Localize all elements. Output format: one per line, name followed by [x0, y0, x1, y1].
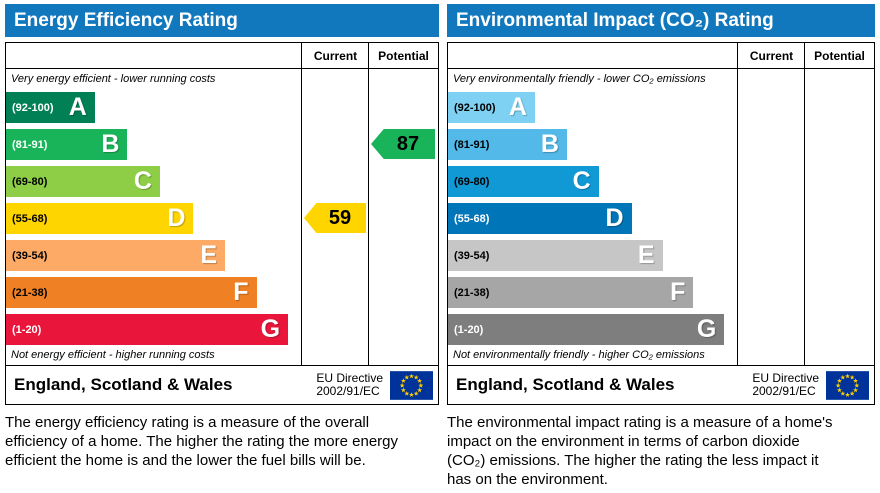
band-range: (81-91) — [12, 138, 48, 151]
region-label: England, Scotland & Wales — [456, 375, 675, 394]
potential-column-header: Potential — [814, 48, 865, 63]
band-bar-e: (39-54) E — [6, 240, 225, 271]
band-letter: B — [540, 130, 559, 158]
column-divider — [804, 43, 805, 365]
band-letter: D — [167, 204, 186, 232]
eu-flag-icon — [390, 370, 433, 400]
band-bar-d: (55-68) D — [6, 203, 194, 234]
band-bar-b: (81-91) B — [448, 129, 567, 160]
column-header-row: Current Potential — [448, 43, 874, 69]
top-note: Very environmentally friendly - lower CO… — [453, 73, 706, 85]
potential-rating-value: 87 — [396, 132, 420, 155]
energy-panel-title: Energy Efficiency Rating — [5, 4, 439, 37]
eu-directive-line2: 2002/91/EC — [316, 384, 380, 398]
eu-directive-line2: 2002/91/EC — [752, 384, 816, 398]
current-rating-arrow: 59 — [304, 203, 366, 233]
eu-flag-icon — [826, 370, 869, 400]
eu-directive-line1: EU Directive — [316, 371, 383, 385]
band-row-b: (81-91) B — [448, 126, 734, 163]
band-row-f: (21-38) F — [448, 274, 734, 311]
band-row-g: (1-20) G — [6, 311, 298, 348]
band-range: (69-80) — [12, 175, 48, 188]
band-range: (21-38) — [454, 286, 490, 299]
band-letter: E — [637, 241, 655, 269]
bottom-note: Not energy efficient - higher running co… — [11, 349, 215, 361]
band-row-e: (39-54) E — [448, 237, 734, 274]
region-label: England, Scotland & Wales — [14, 375, 233, 394]
band-row-d: (55-68) D — [6, 200, 298, 237]
band-letter: F — [233, 278, 249, 306]
chart-footer: England, Scotland & Wales EU Directive 2… — [5, 365, 439, 405]
current-column-header: Current — [749, 48, 794, 63]
band-bar-g: (1-20) G — [6, 314, 289, 345]
band-range: (21-38) — [12, 286, 48, 299]
band-letter: F — [670, 278, 686, 306]
band-letter: D — [605, 204, 624, 232]
band-bar-d: (55-68) D — [448, 203, 632, 234]
environmental-rating-description: The environmental impact rating is a mea… — [447, 414, 833, 488]
band-bar-e: (39-54) E — [448, 240, 663, 271]
band-range: (92-100) — [454, 101, 496, 114]
environmental-panel-title: Environmental Impact (CO₂) Rating — [447, 4, 875, 37]
band-bar-f: (21-38) F — [448, 277, 694, 308]
band-range: (1-20) — [454, 323, 484, 336]
energy-efficiency-panel: Energy Efficiency Rating Current Potenti… — [5, 4, 439, 470]
band-letter: C — [133, 167, 152, 195]
column-divider — [368, 43, 369, 365]
energy-rating-description: The energy efficiency rating is a measur… — [5, 414, 399, 469]
band-range: (81-91) — [454, 138, 490, 151]
band-bar-g: (1-20) G — [448, 314, 725, 345]
top-note: Very energy efficient - lower running co… — [11, 73, 216, 85]
environmental-impact-panel: Environmental Impact (CO₂) Rating Curren… — [447, 4, 875, 489]
band-row-a: (92-100) A — [448, 89, 734, 126]
band-bar-a: (92-100) A — [448, 92, 535, 123]
energy-rating-chart: Current Potential Very energy efficient … — [5, 42, 439, 366]
band-range: (55-68) — [12, 212, 48, 225]
band-row-f: (21-38) F — [6, 274, 298, 311]
band-range: (69-80) — [454, 175, 490, 188]
band-range: (1-20) — [12, 323, 42, 336]
band-bar-c: (69-80) C — [6, 166, 160, 197]
band-letter: C — [572, 167, 591, 195]
eu-directive-label: EU Directive 2002/91/EC — [316, 372, 383, 398]
band-bar-b: (81-91) B — [6, 129, 128, 160]
band-letter: B — [101, 130, 120, 158]
band-bar-c: (69-80) C — [448, 166, 599, 197]
potential-rating-arrow: 87 — [371, 129, 435, 159]
band-letter: G — [260, 315, 281, 343]
column-divider — [301, 43, 302, 365]
current-column-header: Current — [313, 48, 358, 63]
band-row-b: (81-91) B — [6, 126, 298, 163]
band-row-a: (92-100) A — [6, 89, 298, 126]
band-bar-f: (21-38) F — [6, 277, 257, 308]
band-row-c: (69-80) C — [6, 163, 298, 200]
band-row-d: (55-68) D — [448, 200, 734, 237]
band-letter: A — [508, 93, 527, 121]
band-area: Very environmentally friendly - lower CO… — [448, 69, 734, 365]
band-range: (39-54) — [12, 249, 48, 262]
potential-column-header: Potential — [378, 48, 429, 63]
eu-directive-line1: EU Directive — [752, 371, 819, 385]
column-divider — [737, 43, 738, 365]
band-bar-a: (92-100) A — [6, 92, 95, 123]
column-header-row: Current Potential — [6, 43, 438, 69]
band-range: (55-68) — [454, 212, 490, 225]
band-letter: G — [696, 315, 717, 343]
band-letter: A — [68, 93, 87, 121]
bottom-note: Not environmentally friendly - higher CO… — [453, 349, 705, 361]
band-range: (92-100) — [12, 101, 54, 114]
band-area: Very energy efficient - lower running co… — [6, 69, 298, 365]
band-letter: E — [200, 241, 217, 269]
band-row-e: (39-54) E — [6, 237, 298, 274]
band-row-g: (1-20) G — [448, 311, 734, 348]
band-row-c: (69-80) C — [448, 163, 734, 200]
environmental-rating-chart: Current Potential Very environmentally f… — [447, 42, 875, 366]
current-rating-value: 59 — [328, 206, 352, 229]
band-range: (39-54) — [454, 249, 490, 262]
eu-directive-label: EU Directive 2002/91/EC — [752, 372, 819, 398]
chart-footer: England, Scotland & Wales EU Directive 2… — [447, 365, 875, 405]
